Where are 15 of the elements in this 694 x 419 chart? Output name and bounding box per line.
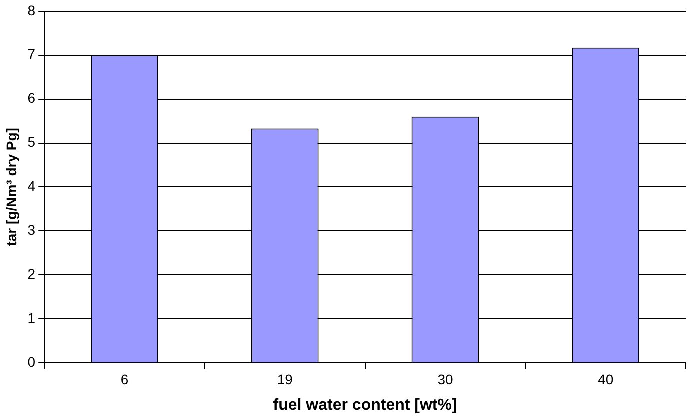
y-tick-label: 2 [28, 266, 36, 282]
y-tick-label: 5 [28, 134, 36, 150]
x-tick-label: 6 [120, 371, 129, 388]
y-axis-title: tar [g/Nm³ dry Pg] [3, 128, 20, 246]
y-tick-label: 1 [28, 310, 36, 326]
x-tick-label: 40 [598, 371, 614, 388]
y-tick-label: 7 [28, 46, 36, 62]
y-tick-label: 0 [28, 354, 36, 370]
x-tick-label: 19 [277, 371, 294, 388]
y-tick-label: 6 [28, 90, 36, 106]
y-tick-label: 3 [28, 222, 36, 238]
x-axis-title: fuel water content [wt%] [273, 396, 458, 414]
y-tick-label: 4 [28, 178, 36, 194]
y-tick-label: 8 [28, 2, 36, 18]
x-tick-label: 30 [438, 371, 454, 388]
